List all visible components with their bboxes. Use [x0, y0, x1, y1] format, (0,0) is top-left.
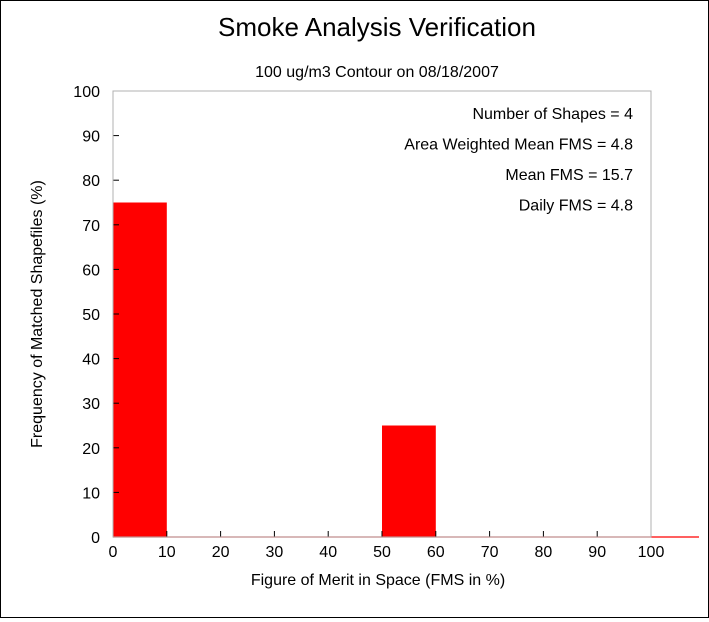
- y-tick-label: 10: [82, 485, 100, 502]
- histogram-bar: [113, 202, 167, 537]
- x-tick-label: 100: [638, 544, 665, 561]
- chart-title: Smoke Analysis Verification: [218, 12, 536, 42]
- chart-subtitle: 100 ug/m3 Contour on 08/18/2007: [255, 64, 499, 81]
- x-axis-label: Figure of Merit in Space (FMS in %): [251, 572, 505, 589]
- annotation-text: Number of Shapes = 4: [472, 106, 633, 123]
- annotation-text: Area Weighted Mean FMS = 4.8: [404, 137, 633, 154]
- x-tick-label: 40: [319, 544, 337, 561]
- x-tick-label: 90: [588, 544, 606, 561]
- x-tick-label: 50: [373, 544, 391, 561]
- y-tick-label: 70: [82, 218, 100, 235]
- x-tick-label: 60: [427, 544, 445, 561]
- histogram-bar: [382, 425, 436, 537]
- y-tick-label: 90: [82, 129, 100, 146]
- y-tick-label: 40: [82, 352, 100, 369]
- y-axis-label: Frequency of Matched Shapefiles (%): [29, 180, 46, 448]
- x-tick-label: 70: [481, 544, 499, 561]
- y-tick-label: 50: [82, 307, 100, 324]
- y-tick-label: 80: [82, 173, 100, 190]
- x-tick-label: 80: [535, 544, 553, 561]
- annotation-text: Daily FMS = 4.8: [519, 198, 633, 215]
- y-tick-label: 30: [82, 396, 100, 413]
- y-tick-label: 0: [91, 530, 100, 547]
- y-tick-label: 20: [82, 441, 100, 458]
- y-tick-label: 100: [73, 84, 100, 101]
- x-tick-label: 30: [266, 544, 284, 561]
- y-tick-label: 60: [82, 262, 100, 279]
- x-tick-label: 0: [109, 544, 118, 561]
- x-tick-label: 20: [212, 544, 230, 561]
- x-tick-label: 10: [158, 544, 176, 561]
- annotation-text: Mean FMS = 15.7: [505, 167, 633, 184]
- plot-area: [112, 90, 652, 538]
